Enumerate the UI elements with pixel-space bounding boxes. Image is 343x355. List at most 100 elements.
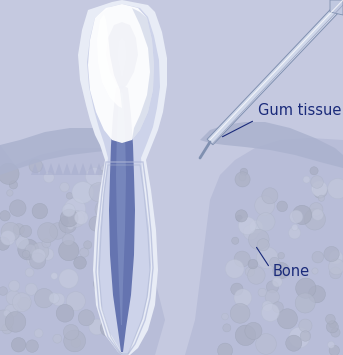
Circle shape <box>277 309 297 329</box>
Polygon shape <box>111 163 119 175</box>
Circle shape <box>49 293 59 304</box>
Circle shape <box>262 301 273 311</box>
Circle shape <box>0 287 8 295</box>
Circle shape <box>59 215 77 233</box>
Polygon shape <box>31 163 39 175</box>
Circle shape <box>34 289 54 308</box>
Circle shape <box>22 250 30 258</box>
Circle shape <box>96 295 104 303</box>
Circle shape <box>289 210 303 223</box>
Circle shape <box>329 345 340 355</box>
Circle shape <box>32 249 46 263</box>
Circle shape <box>107 183 121 197</box>
Circle shape <box>34 329 43 338</box>
Circle shape <box>16 236 29 249</box>
Circle shape <box>230 304 250 323</box>
Circle shape <box>261 304 280 322</box>
Circle shape <box>96 234 116 254</box>
Circle shape <box>115 259 129 273</box>
Circle shape <box>249 229 269 250</box>
Circle shape <box>7 190 13 196</box>
Circle shape <box>51 273 58 279</box>
Circle shape <box>52 293 65 306</box>
Circle shape <box>249 220 263 234</box>
Circle shape <box>27 250 44 267</box>
Circle shape <box>62 234 74 246</box>
Circle shape <box>44 172 54 182</box>
Circle shape <box>308 286 326 303</box>
Polygon shape <box>103 163 111 175</box>
Circle shape <box>29 253 46 269</box>
Circle shape <box>265 290 280 304</box>
Polygon shape <box>39 163 47 175</box>
Circle shape <box>222 313 228 320</box>
Circle shape <box>329 320 336 328</box>
Polygon shape <box>207 0 343 145</box>
Circle shape <box>245 322 262 339</box>
Circle shape <box>98 170 104 176</box>
Circle shape <box>295 293 315 313</box>
Circle shape <box>328 179 343 199</box>
Polygon shape <box>330 0 343 15</box>
Circle shape <box>258 288 267 297</box>
Circle shape <box>248 267 265 284</box>
Circle shape <box>49 223 66 239</box>
Circle shape <box>93 256 107 269</box>
Circle shape <box>236 215 242 221</box>
Circle shape <box>1 230 15 245</box>
Circle shape <box>107 195 120 208</box>
Circle shape <box>304 209 326 230</box>
Circle shape <box>117 275 131 289</box>
Circle shape <box>235 210 248 222</box>
Circle shape <box>231 283 243 295</box>
Circle shape <box>10 200 26 216</box>
Polygon shape <box>132 8 154 140</box>
Polygon shape <box>0 100 140 175</box>
Circle shape <box>248 259 258 269</box>
Circle shape <box>95 200 114 219</box>
Circle shape <box>243 225 258 240</box>
Circle shape <box>98 188 114 205</box>
Circle shape <box>25 244 36 255</box>
Circle shape <box>68 211 85 227</box>
Polygon shape <box>116 92 126 325</box>
Circle shape <box>72 182 94 203</box>
Circle shape <box>330 267 341 279</box>
Circle shape <box>64 198 86 220</box>
Circle shape <box>312 209 323 220</box>
Circle shape <box>256 334 276 354</box>
Circle shape <box>245 267 255 277</box>
Polygon shape <box>200 80 343 168</box>
Circle shape <box>299 319 312 332</box>
Polygon shape <box>47 163 55 175</box>
Circle shape <box>311 176 323 188</box>
Polygon shape <box>55 163 63 175</box>
Circle shape <box>324 246 339 262</box>
Circle shape <box>74 256 86 269</box>
Circle shape <box>62 204 75 217</box>
Circle shape <box>18 297 31 310</box>
Circle shape <box>257 239 269 251</box>
Circle shape <box>232 237 239 244</box>
Circle shape <box>100 164 115 179</box>
Circle shape <box>328 342 334 348</box>
Circle shape <box>111 316 119 324</box>
Circle shape <box>78 310 94 326</box>
Circle shape <box>64 330 85 352</box>
Circle shape <box>318 195 324 201</box>
Circle shape <box>60 182 69 192</box>
Circle shape <box>80 248 89 257</box>
Circle shape <box>60 209 78 227</box>
Circle shape <box>89 319 105 335</box>
Circle shape <box>329 251 343 264</box>
Circle shape <box>42 248 54 260</box>
Circle shape <box>29 159 43 173</box>
Circle shape <box>66 192 73 199</box>
Circle shape <box>217 343 233 355</box>
Circle shape <box>106 162 122 179</box>
Circle shape <box>326 321 338 333</box>
Circle shape <box>309 203 323 216</box>
Circle shape <box>235 172 250 187</box>
Text: Bone: Bone <box>273 264 310 279</box>
Circle shape <box>106 245 119 258</box>
